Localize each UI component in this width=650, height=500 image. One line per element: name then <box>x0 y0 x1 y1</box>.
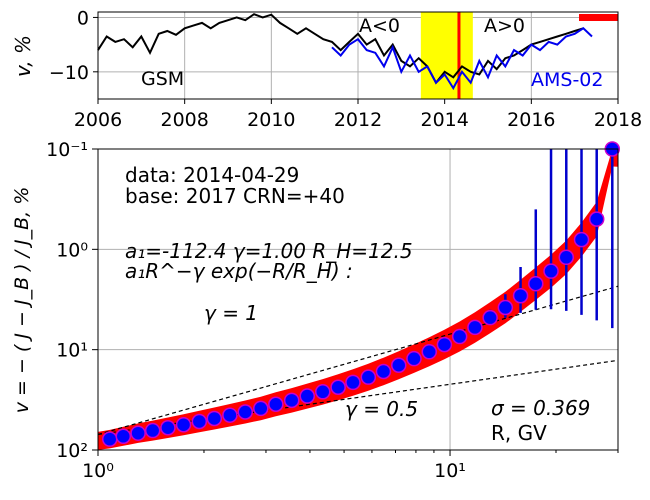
ams-series-line <box>331 27 593 91</box>
data-point <box>315 384 331 400</box>
top-x-tick-label: 2016 <box>507 109 555 131</box>
data-point <box>497 299 514 316</box>
top-ticks: 2006 2008 2010 2012 2014 2016 2018 0 −10 <box>49 7 642 131</box>
bottom-ylabel: v = − ( J − J_B ) / J_B, % <box>11 187 33 414</box>
top-x-tick-label: 2012 <box>334 109 382 131</box>
data-point <box>115 428 132 445</box>
gamma-1-label: γ = 1 <box>204 301 258 325</box>
top-ylabel: v, % <box>11 35 35 77</box>
data-point <box>451 328 468 345</box>
bottom-y-tick-label: 10¹ <box>56 340 88 362</box>
data-point <box>222 407 238 423</box>
bottom-plot-frame <box>97 148 619 451</box>
fit-formula: a₁R^−γ exp(−R/R_H) : <box>125 259 353 283</box>
bottom-y-tick-label: 10⁰ <box>56 239 88 261</box>
data-point <box>406 350 422 367</box>
ams-label: AMS-02 <box>531 69 603 91</box>
gsm-label: GSM <box>141 68 184 90</box>
bottom-y-tick-label: 10² <box>56 440 88 462</box>
bottom-x-tick-label: 10⁰ <box>82 460 114 482</box>
base-line: base: 2017 CRN=+40 <box>125 184 345 208</box>
data-point <box>543 263 559 279</box>
data-point <box>588 211 605 227</box>
data-point <box>330 379 346 396</box>
data-point <box>268 396 284 413</box>
bottom-panel: 10⁰ 10¹ 10⁻¹ 10⁰ 10¹ 10² v = − ( J − J_B ) / … <box>11 139 621 482</box>
data-point <box>253 400 269 417</box>
top-y-tick-label: −10 <box>49 62 89 84</box>
data-point <box>130 425 146 441</box>
data-point <box>191 413 208 430</box>
data-point <box>206 410 223 427</box>
a-sign-reversal-band <box>420 12 473 99</box>
data-point <box>360 369 377 385</box>
data-point <box>512 287 529 304</box>
data-point <box>558 249 575 266</box>
data-point <box>144 422 161 439</box>
bottom-x-tick-label: 10¹ <box>434 460 466 482</box>
top-panel: 2006 2008 2010 2012 2014 2016 2018 0 −10 v, % GS… <box>11 7 642 131</box>
top-x-tick-label: 2006 <box>74 109 122 131</box>
a-positive-label: A>0 <box>484 15 525 37</box>
data-point <box>375 363 392 380</box>
a-negative-label: A<0 <box>359 15 400 37</box>
top-x-tick-label: 2008 <box>160 109 208 131</box>
data-point <box>390 357 407 374</box>
data-points <box>102 141 621 447</box>
top-x-tick-label: 2014 <box>420 109 468 131</box>
data-point <box>102 431 118 447</box>
reference-line-gamma-1 <box>97 285 619 436</box>
data-point <box>160 419 176 436</box>
data-point <box>528 275 544 292</box>
data-point <box>421 344 438 360</box>
bottom-ticks: 10⁰ 10¹ 10⁻¹ 10⁰ 10¹ 10² <box>46 139 619 482</box>
fit-params: a₁=-112.4 γ=1.00 R_H=12.5 <box>125 239 413 263</box>
data-point <box>573 231 590 248</box>
data-point <box>175 416 192 433</box>
data-point <box>345 374 361 391</box>
x-axis-label: R, GV <box>491 421 547 445</box>
data-point <box>237 404 254 420</box>
date-line: data: 2014-04-29 <box>125 163 299 187</box>
data-point <box>482 309 498 326</box>
top-x-tick-label: 2010 <box>247 109 295 131</box>
top-series-group <box>97 13 593 91</box>
sigma-label: σ = 0.369 <box>491 396 590 420</box>
data-point <box>436 336 453 353</box>
bottom-y-tick-label: 10⁻¹ <box>46 139 88 161</box>
gamma-05-label: γ = 0.5 <box>345 397 418 421</box>
data-point <box>283 392 300 409</box>
data-point <box>467 319 483 336</box>
top-x-tick-label: 2018 <box>594 109 642 131</box>
top-y-tick-label: 0 <box>77 7 89 29</box>
data-point <box>299 388 315 404</box>
